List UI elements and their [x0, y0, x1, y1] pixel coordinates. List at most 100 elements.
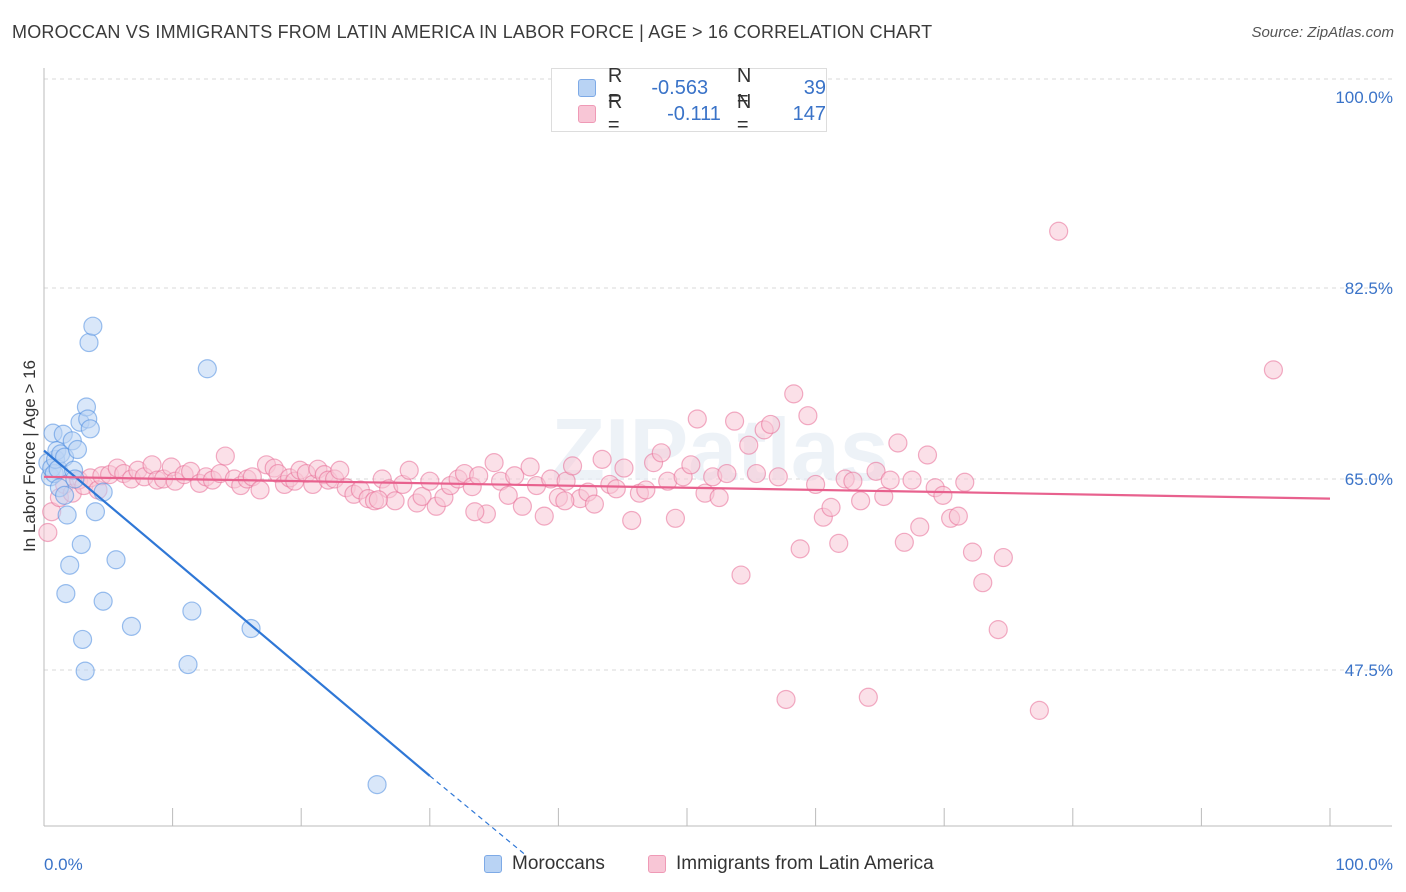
point-moroccans: [197, 359, 217, 379]
point-latin-america: [606, 479, 626, 499]
point-latin-america: [636, 480, 656, 500]
point-latin-america: [420, 471, 440, 491]
gridlines: [44, 78, 1392, 671]
n-label: N =: [736, 91, 752, 136]
y-tick-label: 47.5%: [1345, 661, 1393, 680]
y-tick-label: 100.0%: [1335, 88, 1393, 107]
point-moroccans: [72, 629, 93, 650]
point-latin-america: [614, 458, 634, 478]
point-latin-america: [993, 547, 1013, 568]
point-moroccans: [178, 654, 198, 675]
point-latin-america: [858, 687, 878, 707]
point-latin-america: [866, 461, 886, 481]
point-moroccans: [182, 601, 202, 621]
point-latin-america: [651, 443, 671, 463]
legend-item-moroccans[interactable]: Moroccans: [484, 852, 605, 876]
point-moroccans: [67, 439, 88, 460]
point-latin-america: [731, 565, 751, 585]
n-value: 147: [792, 102, 827, 125]
point-latin-america: [687, 409, 707, 429]
point-latin-america: [330, 460, 350, 480]
point-latin-america: [681, 455, 701, 475]
point-latin-america: [592, 449, 612, 469]
point-moroccans: [65, 469, 85, 489]
point-latin-america: [469, 466, 489, 486]
point-latin-america: [880, 470, 900, 490]
trend-line-moroccans: [43, 449, 431, 777]
point-latin-america: [562, 456, 583, 476]
point-latin-america: [520, 457, 540, 477]
r-label: R =: [607, 91, 623, 136]
chart-source: Source: ZipAtlas.com: [1251, 24, 1394, 41]
point-latin-america: [709, 487, 729, 508]
point-moroccans: [60, 555, 80, 575]
point-moroccans: [85, 502, 106, 522]
point-latin-america: [821, 497, 841, 517]
point-latin-america: [368, 490, 388, 510]
legend-label: Moroccans: [512, 853, 605, 874]
legend-item-latin-america[interactable]: Immigrants from Latin America: [648, 852, 934, 876]
point-latin-america: [933, 485, 953, 505]
x-tick-label: 0.0%: [44, 855, 83, 874]
series-moroccans: [38, 316, 387, 795]
point-moroccans: [106, 550, 126, 570]
point-latin-america: [584, 494, 605, 514]
tick-labels: 100.0% 82.5% 65.0% 47.5% 0.0% 100.0%: [44, 88, 1393, 874]
point-latin-america: [484, 453, 504, 473]
point-moroccans: [93, 591, 113, 611]
point-moroccans: [75, 661, 95, 681]
point-latin-america: [988, 620, 1008, 640]
legend-label: Immigrants from Latin America: [676, 853, 934, 874]
point-moroccans: [121, 616, 142, 636]
r-label: R =: [607, 65, 623, 110]
r-value: -0.111: [667, 102, 721, 125]
point-latin-america: [910, 517, 930, 537]
trend-line-latin-america: [43, 475, 1331, 500]
point-latin-america: [739, 435, 759, 455]
series-immigrants-from-latin-america: [38, 221, 1284, 720]
stats-row-latin-america: R = -0.111 N = 147: [578, 91, 827, 136]
point-moroccans: [83, 316, 103, 336]
point-latin-america: [746, 463, 767, 484]
point-moroccans: [93, 482, 113, 502]
point-latin-america: [1263, 360, 1284, 380]
point-latin-america: [776, 689, 796, 710]
point-latin-america: [917, 445, 938, 465]
point-moroccans: [56, 583, 76, 604]
point-latin-america: [38, 522, 58, 543]
point-moroccans: [71, 534, 91, 555]
point-latin-america: [829, 533, 849, 553]
point-latin-america: [412, 486, 432, 507]
point-latin-america: [385, 491, 405, 511]
point-latin-america: [399, 460, 419, 480]
point-latin-america: [962, 542, 983, 562]
point-latin-america: [798, 406, 818, 426]
stats-legend: R = -0.563 N = 39 R = -0.111 N = 147: [551, 65, 827, 136]
point-latin-america: [215, 446, 235, 466]
point-latin-america: [534, 506, 554, 526]
point-latin-america: [1029, 700, 1049, 720]
point-latin-america: [894, 532, 914, 552]
point-moroccans: [54, 485, 75, 505]
point-moroccans: [80, 419, 100, 439]
legend-swatch-latin-america: [648, 855, 666, 873]
point-latin-america: [760, 414, 781, 435]
point-latin-america: [768, 467, 788, 487]
legend-swatch-moroccans: [578, 79, 596, 97]
point-moroccans: [241, 618, 261, 639]
point-latin-america: [512, 496, 532, 516]
point-moroccans: [79, 332, 99, 353]
point-latin-america: [843, 471, 863, 491]
chart-title: MOROCCAN VS IMMIGRANTS FROM LATIN AMERIC…: [12, 22, 933, 42]
legend-swatch-moroccans: [484, 855, 502, 873]
y-tick-label: 65.0%: [1345, 470, 1393, 489]
point-latin-america: [784, 384, 804, 404]
y-tick-label: 82.5%: [1345, 279, 1393, 298]
n-label: N =: [736, 65, 752, 110]
point-latin-america: [1049, 221, 1069, 241]
legend-swatch-latin-america: [578, 105, 596, 123]
axes: [43, 68, 1392, 827]
trend-lines: [43, 449, 1331, 857]
trend-line-moroccans-extension: [429, 775, 527, 857]
